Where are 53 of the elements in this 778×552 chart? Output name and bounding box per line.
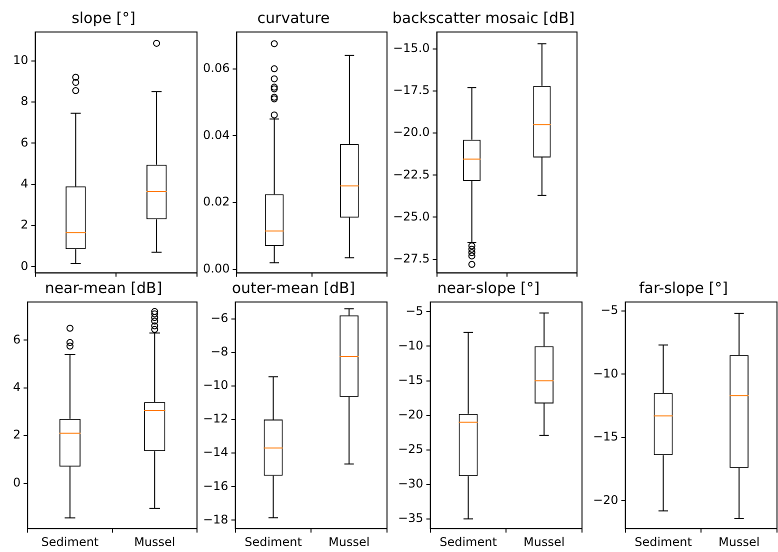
chart-title: far-slope [°]	[639, 278, 728, 297]
x-tick-label: Sediment	[440, 534, 498, 549]
y-tick-label: −17.5	[392, 83, 430, 98]
chart-title: slope [°]	[72, 8, 136, 27]
x-tick-label: Sediment	[244, 534, 302, 549]
x-tick-label: Mussel	[718, 534, 760, 549]
y-tick-label: −6	[210, 310, 228, 325]
y-tick-label: −18	[202, 512, 228, 526]
chart-title: near-slope [°]	[437, 278, 540, 297]
y-tick-label: −15	[592, 430, 618, 444]
chart-title: curvature	[257, 8, 330, 27]
y-tick-label: −10	[398, 338, 424, 352]
y-tick-label: 0.06	[203, 60, 230, 75]
y-tick-label: 6	[12, 332, 21, 346]
x-tick-label: Mussel	[134, 534, 176, 549]
y-tick-label: −27.5	[392, 251, 430, 266]
y-tick-label: −25.0	[392, 209, 430, 224]
y-tick-label: −20	[398, 407, 424, 422]
y-tick-label: −16	[202, 478, 228, 493]
y-tick-label: −5	[406, 304, 424, 318]
y-tick-label: −12	[202, 412, 228, 426]
y-tick-label: 8	[20, 94, 28, 108]
chart-title: outer-mean [dB]	[232, 278, 356, 297]
y-tick-label: 2	[12, 428, 21, 442]
y-tick-label: −15	[398, 372, 424, 387]
y-tick-label: 6	[20, 135, 28, 150]
y-tick-label: 0	[12, 475, 21, 490]
y-tick-label: 2	[20, 218, 28, 232]
y-tick-label: 0.02	[203, 194, 230, 209]
y-tick-label: −35	[398, 511, 424, 526]
y-tick-label: −8	[210, 344, 228, 358]
y-tick-label: 0.00	[203, 262, 230, 276]
y-tick-label: −20.0	[392, 125, 430, 140]
y-tick-label: −25	[398, 442, 424, 456]
y-tick-label: 4	[12, 380, 21, 394]
y-tick-label: −10	[592, 366, 618, 380]
y-tick-label: −14	[202, 445, 228, 460]
y-tick-label: −20	[592, 492, 618, 507]
x-tick-label: Mussel	[328, 534, 370, 549]
y-tick-label: 0	[20, 258, 28, 273]
x-tick-label: Sediment	[634, 534, 692, 549]
x-tick-label: Sediment	[41, 534, 99, 549]
x-tick-label: Mussel	[523, 534, 565, 549]
chart-title: near-mean [dB]	[44, 278, 162, 297]
chart-title: backscatter mosaic [dB]	[392, 8, 575, 27]
y-tick-label: −22.5	[392, 167, 430, 182]
y-tick-label: 10	[12, 52, 28, 67]
y-tick-label: −30	[398, 476, 424, 491]
y-tick-label: 4	[20, 176, 28, 190]
y-tick-label: −15.0	[392, 40, 430, 55]
y-tick-label: −10	[202, 378, 228, 392]
y-tick-label: −5	[600, 302, 618, 317]
y-tick-label: 0.04	[203, 128, 230, 142]
